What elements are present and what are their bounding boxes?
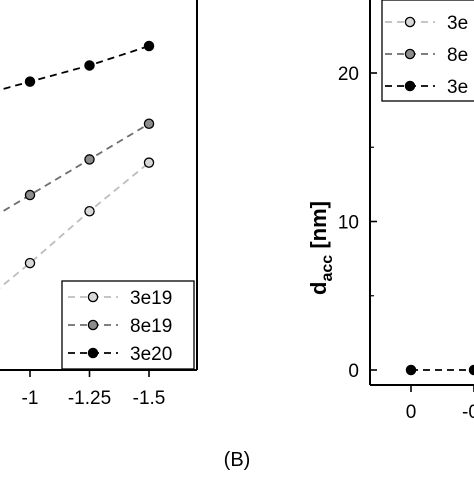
series-8e19 (0, 118, 155, 215)
right-y-tick-label: 10 (338, 213, 359, 234)
legend-label: 3e (447, 13, 468, 34)
legend-entry-8e19: 8e (385, 45, 468, 66)
data-point-3e19 (84, 205, 95, 217)
right-series-group (405, 364, 474, 376)
legend-swatch-marker (404, 16, 416, 28)
legend-entry-3e20: 3e20 (68, 344, 172, 365)
right-y-ticks: 0 10 20 (338, 64, 377, 382)
legend-entry-8e19: 8e19 (68, 316, 172, 337)
legend-label: 8e19 (130, 316, 172, 337)
left-legend-box (61, 280, 195, 370)
right-y-tick-label: 0 (348, 361, 359, 382)
left-x-tick-label: -1.5 (133, 388, 166, 409)
series-line-3e19 (0, 161, 150, 289)
panel-label: (B) (224, 449, 251, 471)
left-axes (0, 0, 198, 371)
data-point-8e19 (143, 118, 155, 130)
series-line-3e20 (0, 45, 150, 91)
left-chart: -1 -1.25 -1.5 3e19 8e19 3e20 (0, 0, 198, 409)
legend-label: 3e (447, 77, 468, 98)
left-x-ticks: -1 -1.25 -1.5 (22, 370, 166, 409)
data-point-3e20 (468, 364, 474, 376)
legend-swatch-marker (87, 291, 99, 303)
legend-swatch-marker (87, 347, 99, 359)
legend-label: 3e19 (130, 288, 172, 309)
legend-entry-3e20: 3e (385, 77, 468, 98)
y-axis-title-main: d (306, 282, 331, 295)
legend-swatch-marker (404, 48, 416, 60)
right-x-ticks: 0 -0. (406, 385, 474, 423)
legend-label: 3e20 (130, 344, 172, 365)
series-3e20 (405, 364, 474, 376)
right-y-axis-title: dacc [nm] (306, 201, 336, 295)
left-legend: 3e19 8e19 3e20 (61, 280, 195, 370)
legend-label: 8e (447, 45, 468, 66)
series-line-8e19 (0, 122, 150, 215)
legend-swatch-marker (404, 80, 416, 92)
legend-entry-3e19: 3e (385, 13, 468, 34)
data-point-3e20 (405, 364, 417, 376)
right-legend: 3e 8e 3e (381, 0, 474, 102)
data-point-8e19 (84, 154, 95, 165)
series-3e20 (0, 40, 155, 91)
right-x-tick-label: -0. (462, 402, 474, 423)
data-point-3e19 (24, 257, 36, 269)
left-series-group (0, 40, 155, 289)
data-point-3e20 (84, 60, 95, 71)
legend-entry-3e19: 3e19 (68, 288, 172, 309)
data-point-8e19 (24, 189, 36, 201)
right-axes (369, 0, 474, 386)
right-x-tick-label: 0 (406, 402, 417, 423)
data-point-3e19 (143, 157, 155, 168)
left-x-tick-label: -1.25 (68, 388, 111, 409)
series-3e19 (0, 157, 155, 289)
right-chart: 0 10 20 0 -0. 3e 8e 3e dacc [nm] (306, 0, 474, 423)
y-axis-title-subscript: acc (319, 255, 336, 282)
left-x-tick-label: -1 (22, 388, 39, 409)
right-y-tick-label: 20 (338, 64, 359, 85)
legend-swatch-marker (87, 319, 99, 331)
data-point-3e20 (143, 40, 155, 52)
right-legend-box (381, 0, 474, 102)
data-point-3e20 (24, 76, 36, 87)
y-axis-title-unit: [nm] (306, 201, 331, 255)
